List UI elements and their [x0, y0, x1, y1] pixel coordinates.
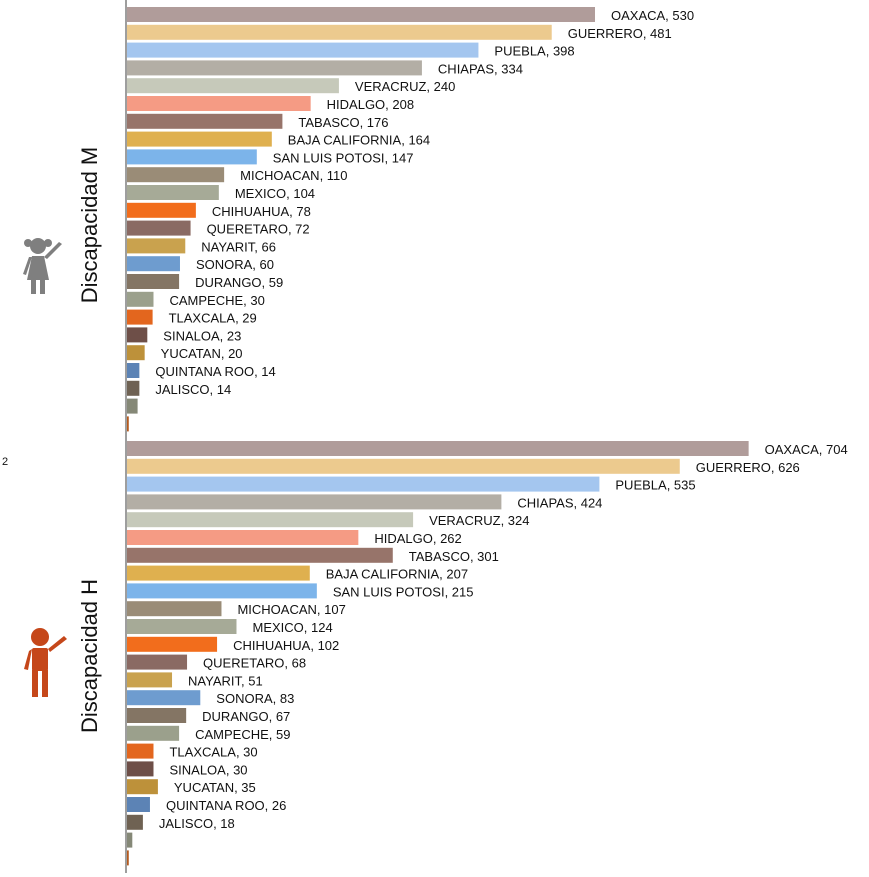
bar-h-9 [127, 601, 222, 617]
data-label-h-21: JALISCO, 18 [159, 816, 235, 831]
data-label-h-9: MICHOACAN, 107 [237, 602, 345, 617]
bar-h-17 [127, 743, 154, 759]
bar-m-4 [127, 78, 339, 94]
data-label-m-14: SONORA, 60 [196, 257, 274, 272]
data-label-m-17: TLAXCALA, 29 [169, 311, 257, 326]
bar-h-6 [127, 547, 393, 563]
data-label-m-15: DURANGO, 59 [195, 275, 283, 290]
data-label-m-11: CHIHUAHUA, 78 [212, 204, 311, 219]
bar-h-21 [127, 814, 143, 830]
bar-m-12 [127, 220, 191, 236]
data-label-m-16: CAMPECHE, 30 [169, 293, 264, 308]
bar-m-21 [127, 380, 140, 396]
bar-m-17 [127, 309, 153, 325]
boy-icon [24, 628, 67, 697]
bar-m-14 [127, 256, 180, 272]
bar-m-15 [127, 274, 180, 289]
bar-h-19 [127, 779, 158, 795]
bar-h-12 [127, 654, 188, 670]
data-label-m-9: MICHOACAN, 110 [240, 168, 347, 183]
bar-m-16 [127, 291, 154, 307]
plot-area: OAXACA, 530 GUERRERO, 481 PUEBLA, 398 CHIAP… [127, 7, 848, 866]
data-label-m-10: MEXICO, 104 [235, 186, 315, 201]
bar-m-10 [127, 185, 219, 200]
data-label-h-4: VERACRUZ, 324 [429, 513, 529, 528]
chart-title-discapacidad-m: Discapacidad M [77, 147, 102, 304]
data-label-h-18: SINALOA, 30 [169, 762, 247, 777]
data-label-m-3: CHIAPAS, 334 [438, 61, 523, 76]
data-label-h-8: SAN LUIS POTOSI, 215 [333, 584, 474, 599]
bar-h-18 [127, 761, 154, 777]
bar-m-9 [127, 167, 225, 183]
side-note: 2 [2, 456, 8, 468]
bar-h-23 [127, 850, 129, 866]
bar-h-11 [127, 636, 218, 652]
bar-h-8 [127, 583, 317, 599]
data-label-h-0: OAXACA, 704 [765, 442, 848, 457]
data-label-h-17: TLAXCALA, 30 [169, 745, 257, 760]
bar-m-6 [127, 113, 283, 129]
bar-h-14 [127, 690, 201, 706]
data-label-h-10: MEXICO, 124 [252, 620, 332, 635]
bar-h-7 [127, 565, 310, 581]
data-label-h-11: CHIHUAHUA, 102 [233, 638, 339, 653]
data-label-m-18: SINALOA, 23 [163, 328, 241, 343]
data-label-h-14: SONORA, 83 [216, 691, 294, 706]
data-label-h-3: CHIAPAS, 424 [517, 495, 602, 510]
data-label-m-4: VERACRUZ, 240 [355, 79, 455, 94]
bar-m-0 [127, 7, 595, 22]
data-label-h-16: CAMPECHE, 59 [195, 727, 290, 742]
bar-h-15 [127, 708, 187, 723]
data-label-m-0: OAXACA, 530 [611, 8, 694, 23]
data-label-h-7: BAJA CALIFORNIA, 207 [326, 567, 468, 582]
bar-m-20 [127, 363, 140, 378]
girl-icon [23, 238, 62, 294]
data-label-m-20: QUINTANA ROO, 14 [155, 364, 275, 379]
bar-h-20 [127, 797, 150, 812]
bar-h-22 [127, 832, 133, 848]
data-label-h-15: DURANGO, 67 [202, 709, 290, 724]
data-label-m-13: NAYARIT, 66 [201, 239, 276, 254]
bar-h-2 [127, 476, 600, 492]
data-label-m-2: PUEBLA, 398 [494, 44, 574, 59]
bar-h-10 [127, 619, 237, 634]
data-label-h-13: NAYARIT, 51 [188, 673, 263, 688]
bar-h-3 [127, 494, 502, 510]
bar-m-7 [127, 131, 272, 147]
bar-h-1 [127, 458, 680, 474]
data-label-h-12: QUERETARO, 68 [203, 656, 306, 671]
data-label-h-2: PUEBLA, 535 [615, 478, 695, 493]
bar-m-23 [127, 416, 129, 432]
bar-m-8 [127, 149, 257, 165]
data-label-m-21: JALISCO, 14 [155, 382, 231, 397]
data-label-h-5: HIDALGO, 262 [374, 531, 461, 546]
data-label-m-5: HIDALGO, 208 [327, 97, 414, 112]
data-label-h-20: QUINTANA ROO, 26 [166, 798, 286, 813]
bar-h-16 [127, 725, 180, 741]
bar-m-3 [127, 60, 422, 76]
bar-m-2 [127, 42, 479, 58]
data-label-h-1: GUERRERO, 626 [696, 460, 800, 475]
bar-m-13 [127, 238, 186, 254]
data-label-m-7: BAJA CALIFORNIA, 164 [288, 133, 430, 148]
bar-m-1 [127, 24, 552, 40]
bar-m-5 [127, 96, 311, 111]
data-label-m-6: TABASCO, 176 [298, 115, 388, 130]
bar-h-0 [127, 441, 749, 456]
data-label-m-12: QUERETARO, 72 [207, 222, 310, 237]
data-label-m-8: SAN LUIS POTOSI, 147 [273, 150, 414, 165]
data-label-m-19: YUCATAN, 20 [161, 346, 243, 361]
data-label-h-19: YUCATAN, 35 [174, 780, 256, 795]
bar-m-11 [127, 202, 196, 218]
bar-h-4 [127, 512, 414, 528]
bar-h-13 [127, 672, 173, 688]
bar-m-19 [127, 345, 145, 361]
bar-h-5 [127, 530, 359, 545]
bar-m-22 [127, 398, 138, 414]
chart-title-discapacidad-h: Discapacidad H [77, 579, 102, 733]
bar-m-18 [127, 327, 148, 343]
data-label-h-6: TABASCO, 301 [409, 549, 499, 564]
data-label-m-1: GUERRERO, 481 [568, 26, 672, 41]
